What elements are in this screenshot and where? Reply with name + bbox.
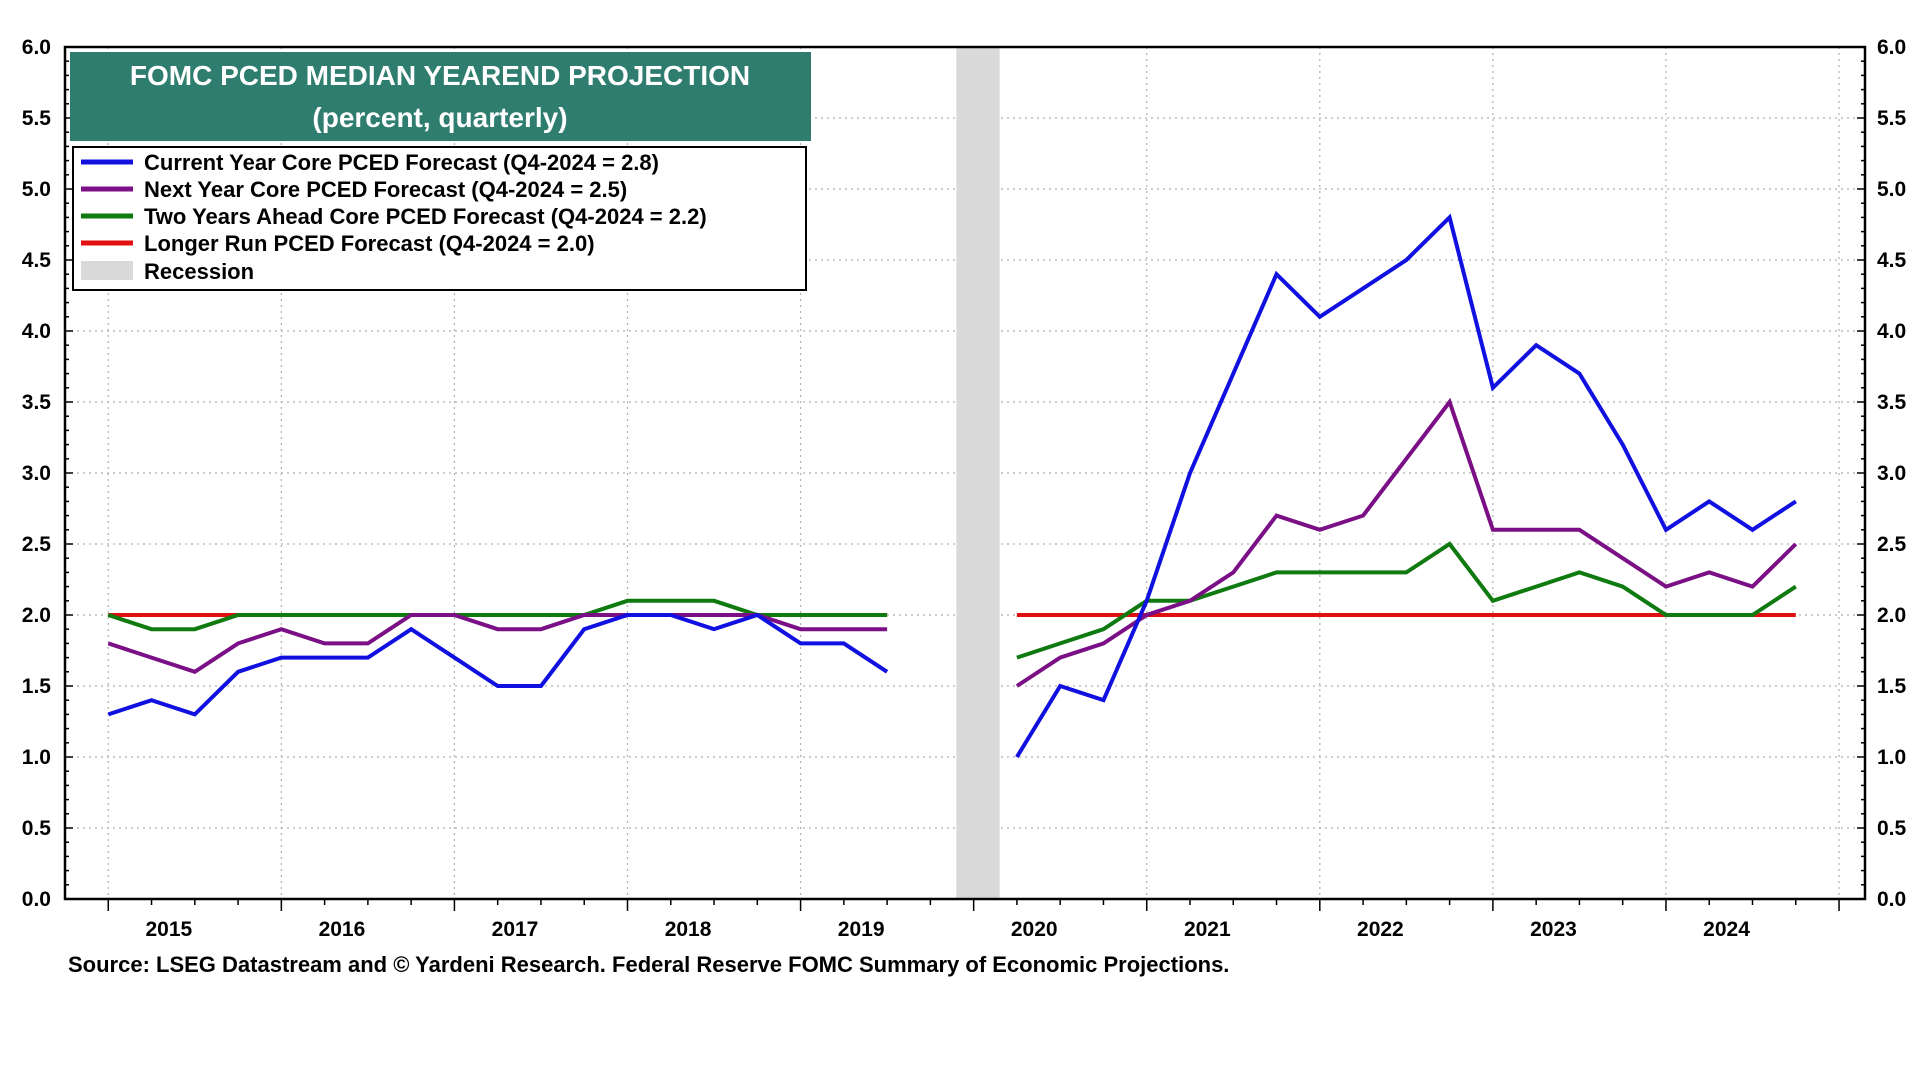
legend-label-3: Two Years Ahead Core PCED Forecast (Q4-2… [144,204,707,229]
x-tick-label-2018: 2018 [665,918,712,941]
y-tick-label-right: 5.0 [1877,178,1906,201]
x-tick-label-2023: 2023 [1530,918,1577,941]
legend-label-4: Longer Run PCED Forecast (Q4-2024 = 2.0) [144,231,595,256]
y-tick-label-right: 6.0 [1877,36,1906,59]
legend-label-2: Next Year Core PCED Forecast (Q4-2024 = … [144,177,627,202]
legend-swatch-recession [81,261,133,280]
chart-subtitle: (percent, quarterly) [312,102,567,133]
y-axis-labels: 0.0 0.0 0.5 0.5 1.0 1.0 1.5 1.5 2.0 2.0 2.5 2.5 3.0 3… [22,36,1907,911]
title-box: FOMC PCED MEDIAN YEAREND PROJECTION (per… [70,52,811,141]
y-tick-label-right: 4.0 [1877,320,1906,343]
y-tick-label-left: 5.0 [22,178,51,201]
x-tick-label-2021: 2021 [1184,918,1231,941]
x-tick-label-2019: 2019 [838,918,885,941]
series-line-3-segment-2 [1016,541,1797,660]
x-tick-label-2020: 2020 [1011,918,1058,941]
x-tick-label-2024: 2024 [1703,918,1750,941]
chart-title: FOMC PCED MEDIAN YEAREND PROJECTION [130,60,750,91]
legend-items: Current Year Core PCED Forecast (Q4-2024… [81,150,707,256]
y-tick-label-left: 6.0 [22,36,51,59]
y-tick-label-left: 2.5 [22,533,52,556]
x-tick-label-2022: 2022 [1357,918,1404,941]
series-line-2-segment-2 [1015,397,1798,688]
series-layer [107,213,1798,759]
y-tick-label-left: 0.5 [22,817,52,840]
y-tick-label-left: 5.5 [22,107,52,130]
y-tick-label-right: 3.5 [1877,391,1907,414]
legend: Current Year Core PCED Forecast (Q4-2024… [72,146,807,291]
y-tick-label-right: 1.0 [1877,746,1906,769]
y-tick-label-right: 3.0 [1877,462,1906,485]
y-tick-label-right: 0.5 [1877,817,1907,840]
y-tick-label-left: 0.0 [22,888,51,911]
y-tick-label-left: 1.0 [22,746,51,769]
y-tick-label-right: 2.5 [1877,533,1907,556]
title-background [70,52,811,141]
x-axis-labels: 2015 2016 2017 2018 2019 2020 2021 2022 2023 2024 [145,918,1750,941]
y-tick-label-left: 4.5 [22,249,52,272]
y-tick-label-left: 3.0 [22,462,51,485]
y-tick-label-left: 1.5 [22,675,52,698]
series-line-1-segment-1 [107,612,889,717]
series-line-1-segment-2 [1015,213,1797,759]
y-tick-label-right: 5.5 [1877,107,1907,130]
axes-layer [63,45,1867,911]
legend-label-1: Current Year Core PCED Forecast (Q4-2024… [144,150,659,175]
x-tick-label-2017: 2017 [492,918,539,941]
y-tick-label-right: 1.5 [1877,675,1907,698]
x-tick-label-2016: 2016 [319,918,366,941]
x-tick-label-2015: 2015 [145,918,192,941]
y-tick-label-right: 4.5 [1877,249,1907,272]
y-tick-label-right: 0.0 [1877,888,1906,911]
y-tick-label-right: 2.0 [1877,604,1906,627]
y-tick-label-left: 3.5 [22,391,52,414]
source-note: Source: LSEG Datastream and © Yardeni Re… [68,952,1229,977]
recession-layer [956,47,1000,899]
y-tick-label-left: 4.0 [22,320,51,343]
recession-band [956,47,1000,899]
y-tick-label-left: 2.0 [22,604,51,627]
legend-label-recession: Recession [144,259,254,284]
legend-box [72,146,807,291]
